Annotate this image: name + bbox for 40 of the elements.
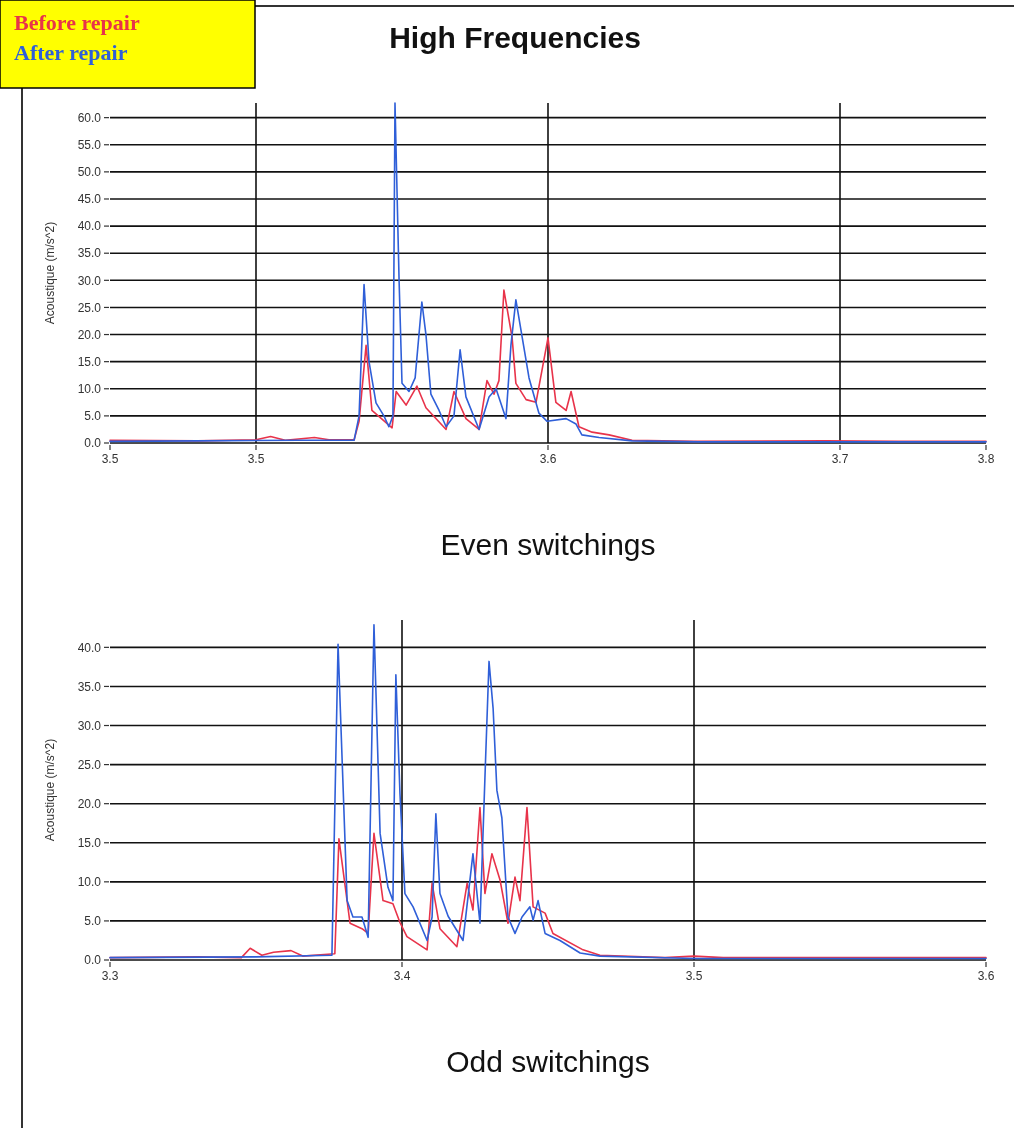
y-tick-label: 55.0	[77, 137, 102, 152]
y-tick-label: 25.0	[77, 757, 102, 772]
x-axis-title: Odd switchings	[446, 1045, 650, 1078]
y-tick-label: 15.0	[77, 835, 102, 850]
x-tick-label: 3.5	[247, 452, 265, 466]
y-tick-label: 30.0	[77, 273, 102, 288]
x-tick-label: 3.8	[977, 452, 995, 466]
line-series	[109, 623, 987, 960]
y-tick-label: 10.0	[77, 381, 102, 396]
y-tick-label: 20.0	[77, 327, 102, 342]
x-tick-label: 3.6	[539, 452, 557, 466]
y-tick-label: 35.0	[77, 246, 102, 261]
x-tick-label: 3.5	[685, 969, 703, 983]
y-tick-label: 40.0	[77, 219, 102, 234]
chart-title: High Frequencies	[389, 21, 641, 54]
y-axis-title: Acoustique (m/s^2)	[43, 738, 57, 842]
x-axis-title: Even switchings	[440, 528, 656, 561]
y-axis-title: Acoustique (m/s^2)	[43, 221, 57, 325]
y-tick-label: 45.0	[77, 192, 102, 207]
y-tick-label: 30.0	[77, 718, 102, 733]
y-tick-label: 20.0	[77, 796, 102, 811]
y-tick-label: 35.0	[77, 679, 102, 694]
x-tick-label: 3.6	[977, 969, 995, 983]
y-tick-label: 15.0	[77, 354, 102, 369]
y-tick-label: 0.0	[84, 436, 102, 451]
x-tick-label: 3.7	[831, 452, 849, 466]
y-tick-label: 0.0	[84, 953, 102, 968]
line-series	[109, 102, 987, 443]
y-tick-label: 5.0	[84, 409, 102, 424]
text: After repair	[14, 40, 128, 65]
y-tick-label: 50.0	[77, 165, 102, 180]
y-tick-label: 10.0	[77, 875, 102, 890]
y-tick-label: 60.0	[77, 110, 102, 125]
y-tick-label: 5.0	[84, 914, 102, 929]
y-tick-label: 25.0	[77, 300, 102, 315]
x-tick-label: 3.5	[101, 452, 119, 466]
y-tick-label: 40.0	[77, 640, 102, 655]
text: Before repair	[14, 10, 140, 35]
x-tick-label: 3.4	[393, 969, 411, 983]
x-tick-label: 3.3	[101, 969, 119, 983]
